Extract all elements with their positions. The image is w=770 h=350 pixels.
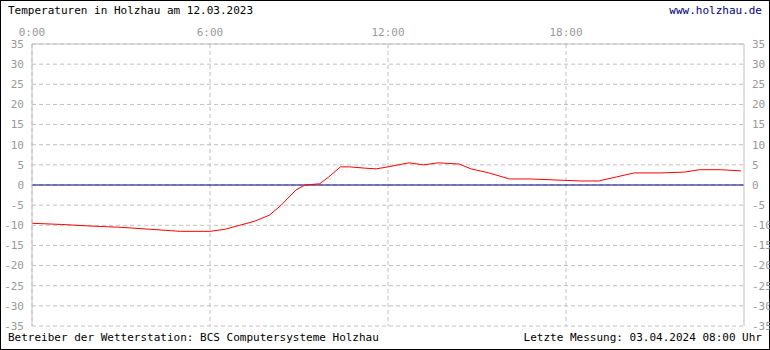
svg-text:-25: -25	[752, 280, 762, 293]
svg-text:5: 5	[17, 159, 24, 172]
svg-text:25: 25	[11, 78, 24, 91]
svg-text:6:00: 6:00	[197, 26, 224, 39]
svg-text:-5: -5	[11, 199, 24, 212]
svg-text:0:00: 0:00	[18, 26, 46, 39]
svg-text:15: 15	[11, 118, 24, 131]
svg-text:-10: -10	[752, 219, 762, 232]
svg-text:-35: -35	[8, 320, 24, 333]
svg-text:-15: -15	[752, 239, 762, 252]
svg-text:-20: -20	[752, 259, 762, 272]
svg-text:20: 20	[11, 98, 24, 111]
svg-text:12:00: 12:00	[371, 26, 404, 39]
svg-text:20: 20	[752, 98, 762, 111]
svg-text:-35: -35	[752, 320, 762, 333]
svg-text:10: 10	[752, 139, 762, 152]
svg-text:-25: -25	[8, 280, 24, 293]
svg-text:-5: -5	[752, 199, 762, 212]
svg-text:-30: -30	[8, 300, 24, 313]
svg-text:35: 35	[11, 38, 24, 51]
html-text:Temperaturen in Holzhau am 12.: Temperaturen in Holzhau am 12.03.2023	[8, 4, 253, 17]
svg-text:0: 0	[752, 179, 759, 192]
svg-text:30: 30	[752, 58, 762, 71]
html-text:Betreiber der Wetterstation: B: Betreiber der Wetterstation: BCS Compute…	[8, 331, 379, 344]
html-text:www.holzhau.de: www.holzhau.de	[669, 4, 762, 17]
svg-text:-30: -30	[752, 300, 762, 313]
svg-text:-20: -20	[8, 259, 24, 272]
svg-text:35: 35	[752, 38, 762, 51]
html-text:Letzte Messung: 03.04.2024 08:: Letzte Messung: 03.04.2024 08:00 Uhr	[523, 331, 762, 344]
svg-text:30: 30	[11, 58, 24, 71]
svg-text:0: 0	[17, 179, 24, 192]
svg-text:-10: -10	[8, 219, 24, 232]
svg-text:15: 15	[752, 118, 762, 131]
svg-text:5: 5	[752, 159, 759, 172]
svg-text:-15: -15	[8, 239, 24, 252]
svg-text:10: 10	[11, 139, 24, 152]
svg-text:25: 25	[752, 78, 762, 91]
svg-text:18:00: 18:00	[549, 26, 582, 39]
